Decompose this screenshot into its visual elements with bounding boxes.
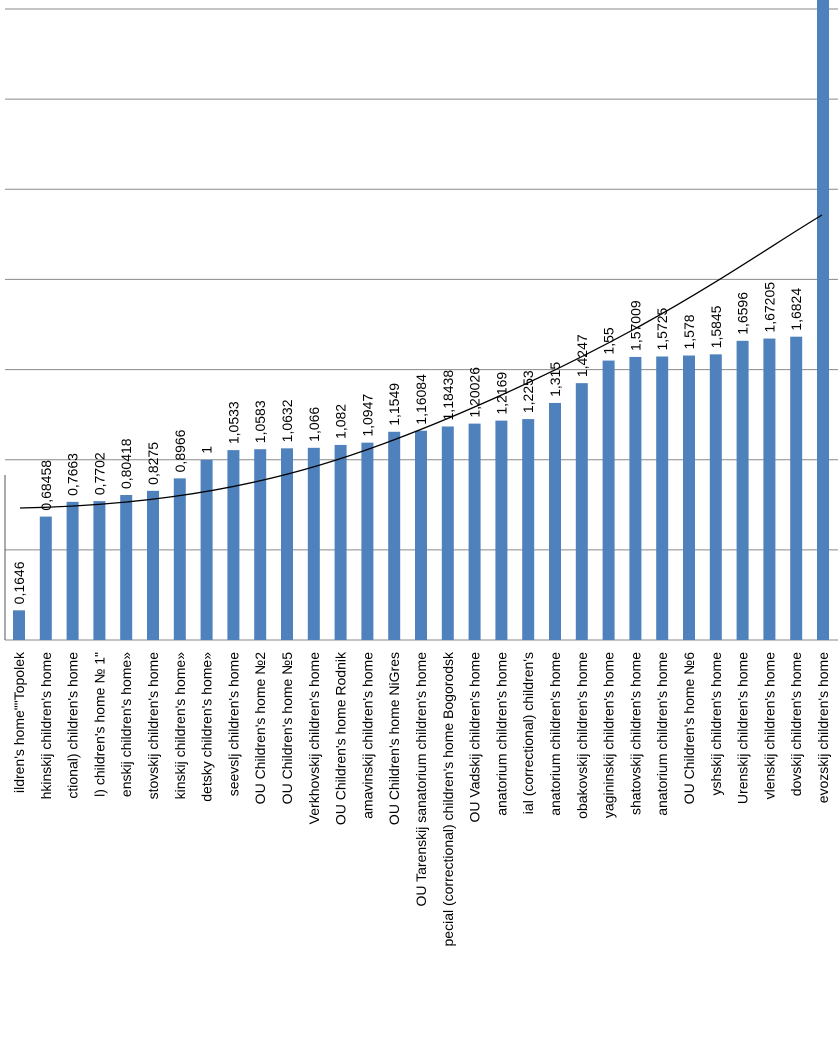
value-label: 1,55 [601,327,617,354]
bar [629,356,642,640]
bar [200,459,213,640]
x-tick-label: ctional) children's home [65,652,81,799]
bar [817,0,829,640]
bar [522,419,535,640]
bar [361,442,374,640]
value-label: 0,8966 [172,429,188,472]
value-label: 0,68458 [38,460,54,511]
value-label: 1,6824 [788,288,804,331]
x-tick-label: vlenskij children's home [761,652,777,800]
x-tick-label: pecial (correctional) children's home Bo… [440,651,456,946]
value-label: 1,20026 [467,367,483,418]
bar [709,354,722,640]
bar [736,340,749,640]
bar [763,338,776,640]
bar [415,430,427,640]
value-label: 1,2169 [493,372,509,415]
bar [120,495,133,640]
x-tick-label: OU Children's home №5 [279,652,295,805]
bar [441,426,454,640]
bar [790,336,803,640]
bar [147,490,159,640]
value-label: 0,7663 [65,453,81,496]
bars [13,0,829,640]
bar [93,501,106,640]
bar [66,501,79,640]
x-tick-label: dovskij children's home [788,652,804,797]
bar [683,355,695,640]
value-label: 1,0583 [252,400,268,443]
bar [13,610,25,640]
value-label: 1,18438 [440,370,456,421]
value-label: 1,578 [681,314,697,349]
value-label: 1,6596 [735,292,751,335]
value-label: 0,8275 [145,442,161,485]
value-label: 0,80418 [118,438,134,489]
bar [334,444,347,640]
bar [656,356,669,640]
bar [602,360,615,640]
x-tick-label: evozskij children's home [815,652,831,804]
x-tick-label: Urenskij children's home [735,652,751,804]
value-label: 0,7702 [91,452,107,495]
value-label: 1,67205 [761,282,777,333]
x-tick-label: OU Vadskij children's home [467,652,483,823]
x-tick-label: OU Children's home NiGres [386,652,402,825]
value-label: 1,57009 [627,300,643,351]
x-tick-label: yshskij children's home [708,652,724,796]
bar [307,447,320,640]
x-tick-label: kinskij children's home» [172,652,188,800]
x-tick-label: anatorium children's home [547,652,563,816]
bar [468,423,481,640]
value-label: 1,0533 [225,401,241,444]
value-label: 1,066 [306,407,322,442]
labels: ildren's home""Topolek 0,1646 hkinskij chi… [11,282,831,947]
x-tick-label: yagininskij children's home [601,652,617,818]
value-label: 1,082 [333,404,349,439]
x-tick-label: l) children's home № 1" [91,652,107,797]
value-label: 1,315 [547,362,563,397]
x-tick-label: OU Children's home №6 [681,652,697,805]
bar [173,478,186,640]
x-tick-label: shatovskij children's home [627,652,643,815]
bar [388,431,401,640]
x-tick-label: obakovskij children's home [574,652,590,819]
bar [575,383,588,640]
bar [39,516,52,640]
value-label: 1 [199,446,215,454]
value-label: 1,2253 [520,370,536,413]
x-tick-label: seevslj children's home [225,652,241,797]
bar [495,420,508,640]
value-label: 1,16084 [413,374,429,425]
bar [549,402,561,640]
value-label: 0,1646 [11,561,27,604]
x-tick-label: anatorium children's home [493,652,509,816]
value-label: 1,5725 [654,307,670,350]
x-tick-label: anatorium children's home [654,652,670,816]
value-label: 1,0947 [359,394,375,437]
x-tick-label: amavinskij children's home [359,652,375,819]
value-label: 1,1549 [386,383,402,426]
value-label: 1,4247 [574,334,590,377]
x-tick-label: enskij children's home» [118,652,134,797]
x-tick-label: Verkhovskij children's home [306,652,322,825]
x-tick-label: OU Children's home №2 [252,652,268,805]
x-tick-label: ildren's home""Topolek [11,651,27,793]
trend-line [19,214,823,509]
bar [281,448,293,640]
x-tick-label: OU Tarenskij sanatorium children's home [413,652,429,907]
bar [227,450,240,640]
x-tick-label: detsky children's home» [199,652,215,802]
bar [254,449,267,640]
x-tick-label: ial (correctional) children's [520,652,536,814]
x-tick-label: hkinskij children's home [38,652,54,800]
value-label: 1,5845 [708,305,724,348]
x-tick-label: OU Children's home Rodnik [333,651,349,825]
value-label: 1,0632 [279,399,295,442]
x-tick-label: stovskij children's home [145,652,161,800]
